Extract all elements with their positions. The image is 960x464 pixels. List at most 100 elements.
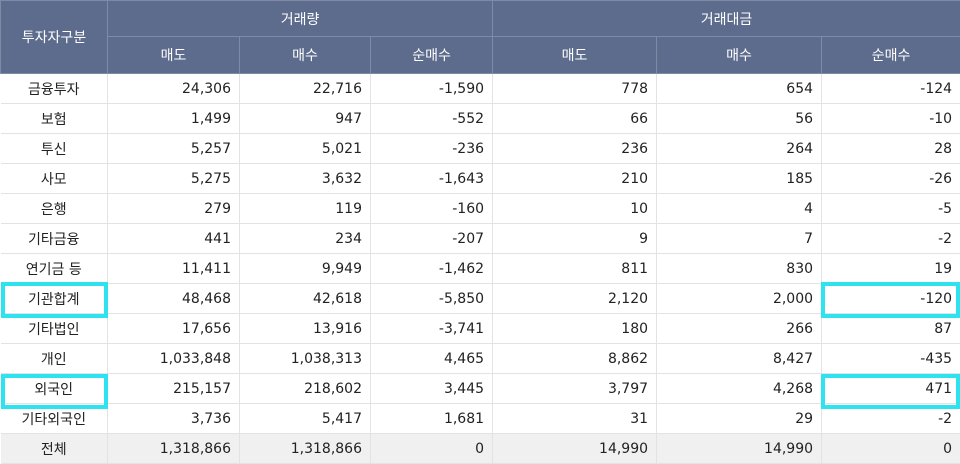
- vol-sell-cell: 48,468: [107, 283, 240, 314]
- val-net-cell: -5: [821, 193, 960, 224]
- investor-name-cell: 기타외국인: [0, 403, 108, 434]
- val-net-cell: -435: [821, 343, 960, 374]
- vol-buy-cell: 22,716: [239, 73, 371, 104]
- volume-sell-header[interactable]: 매도: [107, 36, 240, 74]
- vol-sell-cell: 1,033,848: [107, 343, 240, 374]
- val-sell-cell: 31: [492, 403, 658, 434]
- val-net-cell: -2: [821, 223, 960, 254]
- vol-sell-cell: 215,157: [107, 373, 240, 404]
- investor-name-cell: 투신: [0, 133, 108, 164]
- table-row: 금융투자 24,306 22,716 -1,590 778 654 -124: [0, 73, 960, 104]
- val-sell-cell: 778: [492, 73, 658, 104]
- vol-net-cell: -1,462: [370, 253, 494, 284]
- value-group-header: 거래대금: [492, 0, 960, 37]
- val-sell-cell: 180: [492, 313, 658, 344]
- vol-net-cell: 1,681: [370, 403, 494, 434]
- volume-buy-header[interactable]: 매수: [239, 36, 371, 74]
- vol-net-cell: -236: [370, 133, 494, 164]
- val-buy-cell: 185: [656, 163, 823, 194]
- val-buy-cell: 29: [656, 403, 823, 434]
- vol-sell-cell: 279: [107, 193, 240, 224]
- investor-name-cell: 기타법인: [0, 313, 108, 344]
- val-buy-cell: 264: [656, 133, 823, 164]
- vol-buy-cell: 119: [239, 193, 371, 224]
- val-sell-cell: 8,862: [492, 343, 658, 374]
- val-net-cell: -124: [821, 73, 960, 104]
- table-body: 금융투자 24,306 22,716 -1,590 778 654 -124 보험 1,499 9…: [0, 73, 960, 464]
- value-net-header[interactable]: 순매수: [821, 36, 960, 74]
- vol-buy-cell: 13,916: [239, 313, 371, 344]
- val-buy-cell: 56: [656, 103, 823, 134]
- investor-name-cell: 외국인: [0, 373, 108, 404]
- val-net-cell: 28: [821, 133, 960, 164]
- table-row: 기타외국인 3,736 5,417 1,681 31 29 -2: [0, 403, 960, 434]
- investor-name-cell: 개인: [0, 343, 108, 374]
- table-row: 기타금융 441 234 -207 9 7 -2: [0, 223, 960, 254]
- investor-name-cell: 기관합계: [0, 283, 108, 314]
- vol-buy-cell: 1,038,313: [239, 343, 371, 374]
- val-buy-cell: 8,427: [656, 343, 823, 374]
- vol-sell-cell: 11,411: [107, 253, 240, 284]
- table-row: 개인 1,033,848 1,038,313 4,465 8,862 8,427 -435: [0, 343, 960, 374]
- val-buy-cell: 2,000: [656, 283, 823, 314]
- investor-name-cell: 기타금융: [0, 223, 108, 254]
- vol-net-cell: 0: [370, 433, 494, 464]
- vol-sell-cell: 1,318,866: [107, 433, 240, 464]
- val-sell-cell: 66: [492, 103, 658, 134]
- val-sell-cell: 210: [492, 163, 658, 194]
- val-net-cell: -26: [821, 163, 960, 194]
- val-sell-cell: 811: [492, 253, 658, 284]
- table-row: 투신 5,257 5,021 -236 236 264 28: [0, 133, 960, 164]
- val-net-cell: 19: [821, 253, 960, 284]
- val-net-cell: -10: [821, 103, 960, 134]
- vol-net-cell: -3,741: [370, 313, 494, 344]
- vol-sell-cell: 3,736: [107, 403, 240, 434]
- val-net-cell: -120: [821, 283, 960, 314]
- vol-net-cell: -1,590: [370, 73, 494, 104]
- vol-buy-cell: 5,417: [239, 403, 371, 434]
- val-buy-cell: 14,990: [656, 433, 823, 464]
- investor-type-header[interactable]: 투자자구분: [0, 0, 108, 74]
- vol-buy-cell: 5,021: [239, 133, 371, 164]
- val-buy-cell: 4: [656, 193, 823, 224]
- vol-buy-cell: 1,318,866: [239, 433, 371, 464]
- table-row: 사모 5,275 3,632 -1,643 210 185 -26: [0, 163, 960, 194]
- value-sell-header[interactable]: 매도: [492, 36, 658, 74]
- investor-name-cell: 전체: [0, 433, 108, 464]
- val-net-cell: 87: [821, 313, 960, 344]
- vol-sell-cell: 5,257: [107, 133, 240, 164]
- volume-net-header[interactable]: 순매수: [369, 36, 494, 74]
- val-buy-cell: 266: [656, 313, 823, 344]
- value-buy-header[interactable]: 매수: [656, 36, 823, 74]
- val-sell-cell: 14,990: [492, 433, 658, 464]
- vol-net-cell: 3,445: [370, 373, 494, 404]
- investor-name-cell: 연기금 등: [0, 253, 108, 284]
- val-sell-cell: 9: [492, 223, 658, 254]
- val-net-cell: -2: [821, 403, 960, 434]
- investor-name-cell: 은행: [0, 193, 108, 224]
- val-sell-cell: 2,120: [492, 283, 658, 314]
- vol-net-cell: -552: [370, 103, 494, 134]
- investor-name-cell: 사모: [0, 163, 108, 194]
- vol-buy-cell: 218,602: [239, 373, 371, 404]
- val-buy-cell: 4,268: [656, 373, 823, 404]
- vol-sell-cell: 441: [107, 223, 240, 254]
- table-row: 전체 1,318,866 1,318,866 0 14,990 14,990 0: [0, 433, 960, 464]
- table-row: 보험 1,499 947 -552 66 56 -10: [0, 103, 960, 134]
- vol-buy-cell: 234: [239, 223, 371, 254]
- table-row: 은행 279 119 -160 10 4 -5: [0, 193, 960, 224]
- investor-name-cell: 보험: [0, 103, 108, 134]
- vol-net-cell: -160: [370, 193, 494, 224]
- vol-sell-cell: 17,656: [107, 313, 240, 344]
- vol-net-cell: -1,643: [370, 163, 494, 194]
- vol-buy-cell: 3,632: [239, 163, 371, 194]
- val-sell-cell: 236: [492, 133, 658, 164]
- val-buy-cell: 830: [656, 253, 823, 284]
- val-buy-cell: 7: [656, 223, 823, 254]
- header-row-group: 투자자구분 거래량 거래대금: [0, 0, 960, 74]
- vol-sell-cell: 1,499: [107, 103, 240, 134]
- table-row: 기타법인 17,656 13,916 -3,741 180 266 87: [0, 313, 960, 344]
- vol-sell-cell: 5,275: [107, 163, 240, 194]
- val-sell-cell: 3,797: [492, 373, 658, 404]
